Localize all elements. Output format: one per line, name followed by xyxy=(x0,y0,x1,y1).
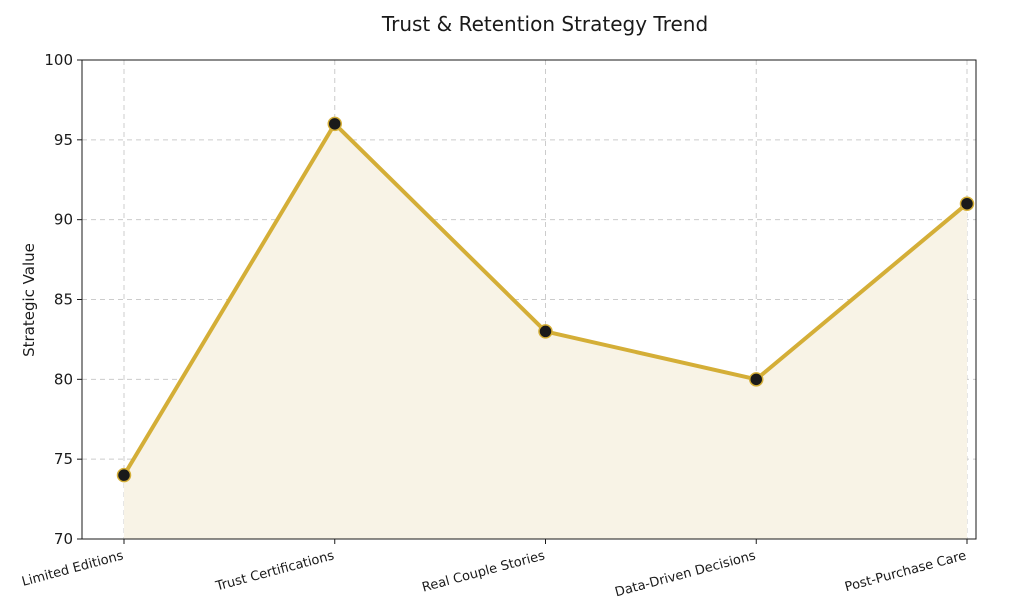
data-point xyxy=(749,372,764,387)
x-tick-label: Limited Editions xyxy=(20,548,125,590)
y-tick-label: 100 xyxy=(44,51,73,69)
x-axis-ticks: Limited Editions Trust Certifications Real… xyxy=(20,539,968,600)
x-tick-label: Data-Driven Decisions xyxy=(613,548,757,600)
data-point xyxy=(959,196,975,211)
y-tick-label: 80 xyxy=(54,370,73,388)
markers xyxy=(116,116,975,483)
y-tick-label: 70 xyxy=(54,530,73,548)
y-tick-label: 85 xyxy=(54,291,73,309)
y-tick-label: 75 xyxy=(54,450,73,468)
data-point xyxy=(327,116,342,132)
y-tick-label: 90 xyxy=(54,211,73,229)
x-tick-label: Post-Purchase Care xyxy=(843,548,968,595)
y-axis-label: Strategic Value xyxy=(20,243,38,357)
y-axis-ticks: 70 75 80 85 90 95 100 xyxy=(44,51,82,548)
x-tick-label: Real Couple Stories xyxy=(421,548,547,595)
data-point xyxy=(538,324,553,339)
chart-title: Trust & Retention Strategy Trend xyxy=(381,12,708,36)
x-tick-label: Trust Certifications xyxy=(213,548,336,594)
data-point xyxy=(116,467,132,483)
y-tick-label: 95 xyxy=(54,131,73,149)
